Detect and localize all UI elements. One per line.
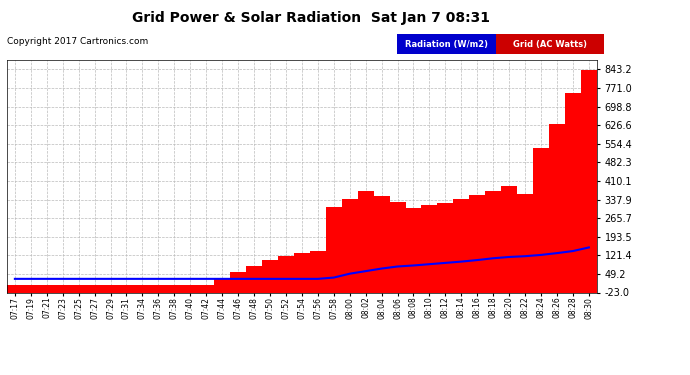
Bar <box>342 199 357 292</box>
Bar <box>533 147 549 292</box>
Bar <box>517 194 533 292</box>
Bar <box>23 285 39 292</box>
Bar <box>437 203 453 292</box>
Bar <box>485 191 501 292</box>
Bar <box>230 272 246 292</box>
Bar <box>501 186 517 292</box>
Bar <box>390 202 406 292</box>
Bar <box>103 285 119 292</box>
Text: Radiation (W/m2): Radiation (W/m2) <box>405 40 488 49</box>
Bar <box>422 206 437 292</box>
Bar <box>278 256 294 292</box>
Bar <box>310 251 326 292</box>
Bar <box>246 266 262 292</box>
Bar <box>135 285 150 292</box>
Bar <box>373 196 390 292</box>
Bar <box>214 279 230 292</box>
Bar <box>397 34 496 54</box>
Bar <box>406 208 422 292</box>
Bar <box>453 199 469 292</box>
Bar <box>581 69 597 292</box>
Bar <box>119 285 135 292</box>
Bar <box>565 93 581 292</box>
Bar <box>469 195 485 292</box>
Bar <box>326 207 342 292</box>
Bar <box>55 285 70 292</box>
Bar <box>150 285 166 292</box>
Bar <box>87 285 103 292</box>
Bar <box>198 285 214 292</box>
Bar <box>496 34 604 54</box>
Text: Copyright 2017 Cartronics.com: Copyright 2017 Cartronics.com <box>7 38 148 46</box>
Bar <box>166 285 182 292</box>
Text: Grid (AC Watts): Grid (AC Watts) <box>513 40 587 49</box>
Bar <box>39 285 55 292</box>
Bar <box>294 253 310 292</box>
Text: Grid Power & Solar Radiation  Sat Jan 7 08:31: Grid Power & Solar Radiation Sat Jan 7 0… <box>132 11 489 25</box>
Bar <box>357 191 373 292</box>
Bar <box>70 285 87 292</box>
Bar <box>549 124 565 292</box>
Bar <box>7 285 23 292</box>
Bar <box>262 260 278 292</box>
Bar <box>182 285 198 292</box>
